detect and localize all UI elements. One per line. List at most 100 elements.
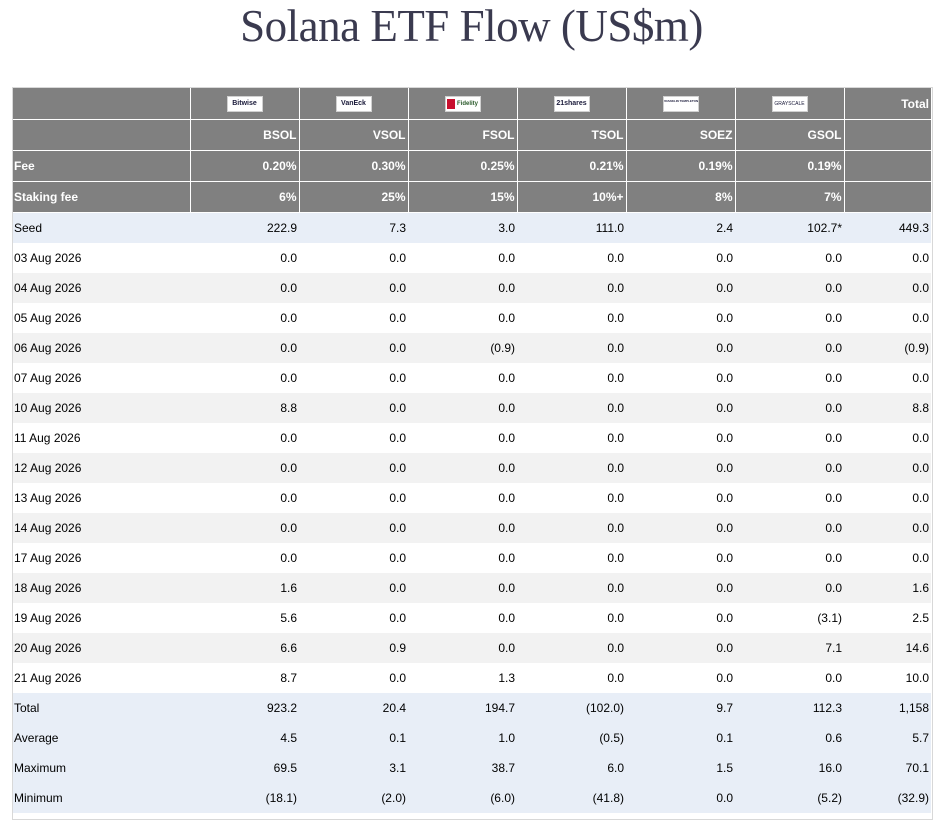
flow-value-cell: 0.0 [408,363,517,393]
total-value-cell: 0.0 [844,483,931,513]
flow-value-cell: 0.0 [408,633,517,663]
flow-value-cell: 0.0 [299,543,408,573]
total-value-cell: 1,158 [844,693,931,723]
flow-value-cell: 0.0 [299,603,408,633]
flow-value-cell: 0.0 [517,363,626,393]
table-row-label: 07 Aug 2026 [13,363,190,393]
flow-value-cell: 0.0 [735,573,844,603]
flow-value-cell: 0.0 [735,363,844,393]
staking-fee-cell: 15% [408,181,518,213]
flow-value-cell: 0.0 [517,273,626,303]
ticker-cell-total [844,119,931,151]
issuer-logo-cell: Bitwise [190,88,300,120]
table-row-label: 21 Aug 2026 [13,663,190,693]
table-row: 14 Aug 2026 0.0 0.0 0.0 0.0 0.0 0.0 0.0 [13,513,931,543]
ticker-cell: BSOL [190,119,300,151]
table-row-label: 11 Aug 2026 [13,423,190,453]
table-row-label: 06 Aug 2026 [13,333,190,363]
fee-cell: 0.19% [735,150,845,182]
issuer-logo-cell: Fidelity [408,88,518,120]
table-row-label: 20 Aug 2026 [13,633,190,663]
staking-fee-cell: 6% [190,181,300,213]
flow-value-cell: 0.0 [735,663,844,693]
flow-value-cell: 0.0 [408,453,517,483]
flow-value-cell: 0.0 [299,453,408,483]
page-title: Solana ETF Flow (US$m) [240,1,703,51]
flow-value-cell: 9.7 [626,693,735,723]
flow-value-cell: 0.0 [626,663,735,693]
flow-value-cell: 0.0 [408,573,517,603]
flow-value-cell: 0.1 [626,723,735,753]
grayscale-logo-icon: GRAYSCALE [771,95,808,112]
total-value-cell: 0.0 [844,363,931,393]
seed-cell: 111.0 [517,212,626,243]
flow-value-cell: 0.0 [299,333,408,363]
seed-cell-total: 449.3 [844,212,931,243]
flow-value-cell: 0.0 [735,423,844,453]
flow-value-cell: 0.0 [190,513,299,543]
flow-value-cell: 8.8 [190,393,299,423]
flow-value-cell: 0.0 [190,363,299,393]
flow-value-cell: 5.6 [190,603,299,633]
flow-value-cell: (0.9) [408,333,517,363]
flow-value-cell: 3.1 [299,753,408,783]
flow-value-cell: 0.0 [299,273,408,303]
flow-value-cell: 6.6 [190,633,299,663]
summary-row: Average 4.5 0.1 1.0 (0.5) 0.1 0.6 5.7 [13,723,931,753]
flow-value-cell: 0.0 [517,573,626,603]
table-row: 05 Aug 2026 0.0 0.0 0.0 0.0 0.0 0.0 0.0 [13,303,931,333]
table-row: 17 Aug 2026 0.0 0.0 0.0 0.0 0.0 0.0 0.0 [13,543,931,573]
staking-fee-cell-total [844,181,931,213]
issuer-logo-cell: FRANKLIN TEMPLETON [626,88,736,120]
issuer-logo-cell: GRAYSCALE [735,88,845,120]
flow-value-cell: 16.0 [735,753,844,783]
staking-fee-label: Staking fee [13,181,191,213]
seed-cell: 2.4 [626,212,735,243]
summary-row-label: Minimum [13,783,190,813]
franklin-templeton-logo-icon: FRANKLIN TEMPLETON [662,95,699,112]
flow-value-cell: 0.0 [517,333,626,363]
flow-value-cell: 4.5 [190,723,299,753]
flow-value-cell: 8.7 [190,663,299,693]
summary-row-label: Average [13,723,190,753]
staking-fee-row: Staking fee 6% 25% 15% 10%+ 8% 7% [13,181,931,213]
flow-value-cell: 0.0 [408,483,517,513]
corner-cell [13,88,191,120]
flow-value-cell: 0.0 [408,303,517,333]
seed-cell: 3.0 [408,212,517,243]
table-row: 04 Aug 2026 0.0 0.0 0.0 0.0 0.0 0.0 0.0 [13,273,931,303]
flow-value-cell: 0.0 [299,243,408,273]
flow-value-cell: 1.3 [408,663,517,693]
flow-value-cell: 0.0 [408,603,517,633]
flow-value-cell: 0.0 [517,243,626,273]
total-value-cell: 1.6 [844,573,931,603]
table-row-label: 19 Aug 2026 [13,603,190,633]
seed-row: Seed 222.9 7.3 3.0 111.0 2.4 102.7* 449.… [13,212,931,243]
total-value-cell: 0.0 [844,273,931,303]
flow-value-cell: 0.0 [735,483,844,513]
flow-value-cell: (3.1) [735,603,844,633]
flow-value-cell: (6.0) [408,783,517,813]
flow-value-cell: 0.0 [299,663,408,693]
flow-value-cell: 0.0 [517,543,626,573]
total-value-cell: 5.7 [844,723,931,753]
flow-value-cell: 0.0 [735,243,844,273]
flow-value-cell: 0.0 [626,783,735,813]
total-value-cell: 10.0 [844,663,931,693]
ticker-row-label [13,119,191,151]
table-row-label: 05 Aug 2026 [13,303,190,333]
flow-value-cell: 0.0 [626,543,735,573]
issuer-logo-row: Bitwise VanEck Fidelity 21shares FRANKLI… [13,88,931,120]
flow-value-cell: 0.0 [517,663,626,693]
fee-label: Fee [13,150,191,182]
flow-value-cell: 0.0 [190,303,299,333]
table-row-label: 18 Aug 2026 [13,573,190,603]
flow-value-cell: 0.0 [626,453,735,483]
flow-value-cell: 0.0 [190,423,299,453]
flow-value-cell: 0.0 [517,633,626,663]
total-value-cell: 0.0 [844,513,931,543]
flow-value-cell: 0.0 [626,573,735,603]
table-row: 19 Aug 2026 5.6 0.0 0.0 0.0 0.0 (3.1) 2.5 [13,603,931,633]
vaneck-logo-icon: VanEck [335,95,372,112]
summary-row: Maximum 69.5 3.1 38.7 6.0 1.5 16.0 70.1 [13,753,931,783]
